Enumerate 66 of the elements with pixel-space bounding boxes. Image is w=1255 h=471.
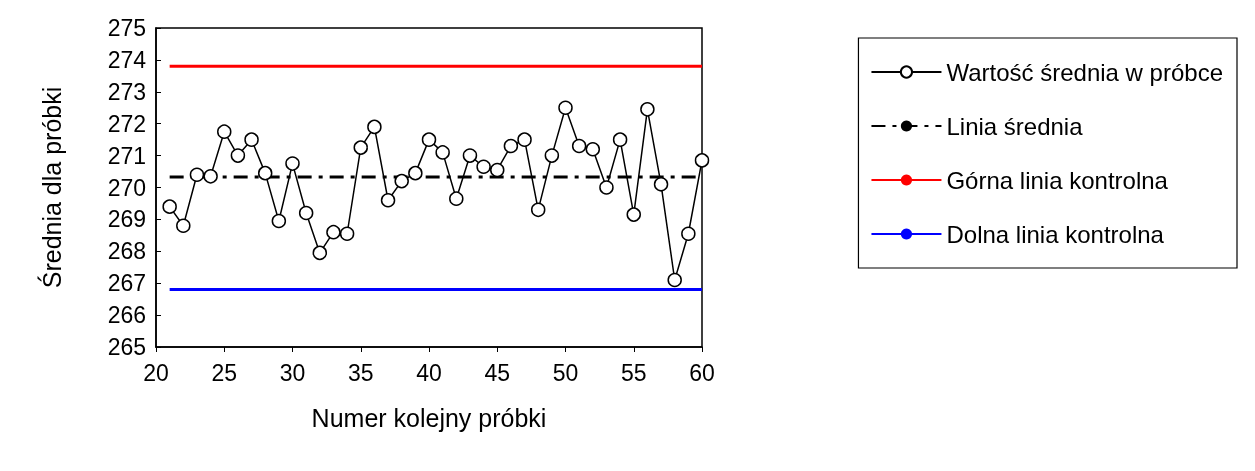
point	[558, 100, 573, 115]
point	[653, 177, 669, 192]
point	[449, 191, 464, 206]
legend-label: Górna linia kontrolna	[946, 166, 1169, 194]
x-tick-label: 55	[620, 359, 647, 386]
legend-label: Dolna linia kontrolna	[946, 220, 1165, 248]
point	[640, 102, 655, 117]
point	[544, 148, 560, 163]
point	[490, 162, 505, 178]
point	[599, 180, 614, 195]
x-tick-label: 25	[211, 359, 238, 386]
point	[339, 226, 355, 241]
y-axis-title: Średnia dla próbki	[36, 86, 66, 289]
point	[626, 207, 641, 222]
x-tick-label: 30	[279, 359, 306, 386]
point	[326, 224, 341, 240]
x-tick-label: 60	[689, 359, 715, 386]
y-tick-label: 268	[107, 238, 146, 265]
x-tick-label: 50	[552, 359, 579, 386]
point	[244, 132, 259, 147]
y-tick-label: 266	[107, 302, 146, 329]
legend-label: Linia średnia	[946, 112, 1084, 140]
point	[312, 245, 328, 261]
y-tick-label: 275	[107, 15, 146, 41]
point	[203, 169, 218, 184]
point	[189, 167, 205, 182]
y-tick-label: 274	[107, 46, 147, 73]
point	[421, 132, 437, 147]
x-tick-label: 20	[143, 359, 169, 386]
point	[353, 140, 368, 155]
point	[571, 138, 587, 154]
point	[462, 148, 478, 163]
point	[285, 156, 300, 171]
point	[612, 132, 628, 147]
point	[176, 218, 191, 234]
point	[694, 153, 710, 168]
y-tick-label: 265	[107, 334, 146, 360]
point	[681, 226, 696, 241]
x-tick-label: 40	[416, 359, 442, 386]
point	[298, 205, 314, 221]
point	[667, 272, 682, 288]
point	[530, 202, 546, 218]
point	[271, 213, 287, 229]
y-tick-label: 269	[107, 206, 146, 233]
point	[380, 193, 396, 208]
point	[162, 199, 177, 214]
y-tick-label: 272	[107, 110, 146, 137]
x-tick-label: 45	[484, 359, 511, 386]
x-axis-title: Numer kolejny próbki	[311, 403, 547, 432]
x-tick-label: 35	[347, 359, 374, 386]
point	[230, 148, 246, 163]
point	[257, 165, 273, 181]
point	[367, 119, 382, 135]
point	[217, 124, 232, 139]
y-tick-label: 271	[107, 142, 146, 169]
point	[503, 138, 519, 154]
point	[517, 132, 532, 147]
legend-label: Wartość średnia w próbce	[946, 58, 1224, 86]
point	[394, 173, 409, 189]
y-tick-label: 273	[107, 78, 146, 105]
y-tick-label: 267	[107, 270, 146, 297]
point	[435, 145, 450, 160]
point	[585, 141, 601, 157]
y-tick-label: 270	[107, 174, 146, 201]
point	[476, 159, 491, 175]
point	[408, 165, 423, 181]
